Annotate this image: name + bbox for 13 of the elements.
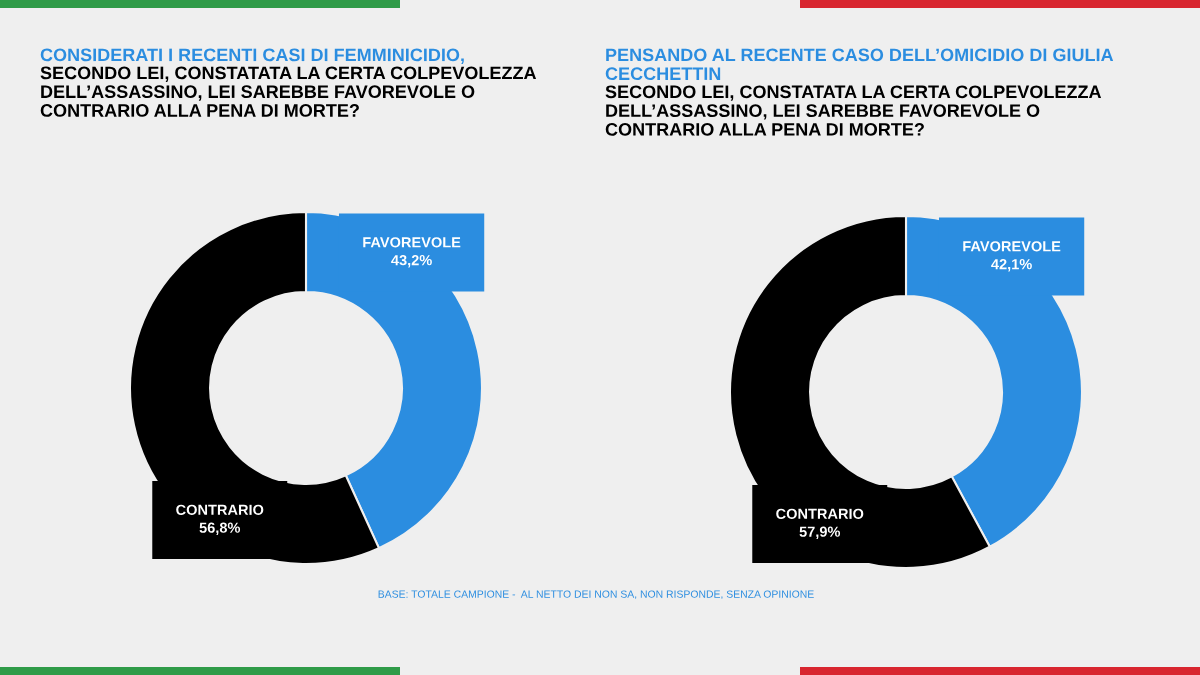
- slice-label: FAVOREVOLE: [963, 241, 1061, 252]
- chart-title: PENSANDO AL RECENTE CASO DELL’OMICIDIO DI GIULIA CECCHETTIN: [605, 48, 1114, 81]
- chart-subtitle: SECONDO LEI, CONSTATATA LA CERTA COLPEVOLEZZA DELL’ASSASSINO, LEI SAREBBE FAVOREVOLE O CONTRARIO ALLA PENA DI MORTE?: [605, 85, 1102, 136]
- data-label: 57,9%: [799, 526, 841, 539]
- slice-label: CONTRARIO: [176, 504, 264, 515]
- slice-label: CONTRARIO: [776, 508, 864, 519]
- data-label: 43,2%: [391, 254, 432, 268]
- text: BASE: TOTALE CAMPIONE - AL NETTO DEI NON SA, NON RISPONDE, SENZA OPINIONE: [378, 590, 814, 600]
- data-label: 56,8%: [199, 522, 241, 535]
- chart-title: CONSIDERATI I RECENTI CASI DI FEMMINICIDIO,: [40, 48, 464, 64]
- chart-subtitle: SECONDO LEI, CONSTATATA LA CERTA COLPEVOLEZZA DELL’ASSASSINO, LEI SAREBBE FAVOREVOLE O CONTRARIO ALLA PENA DI MORTE?: [40, 66, 537, 117]
- data-label: 42,1%: [991, 258, 1032, 272]
- slice-label: FAVOREVOLE: [363, 237, 461, 248]
